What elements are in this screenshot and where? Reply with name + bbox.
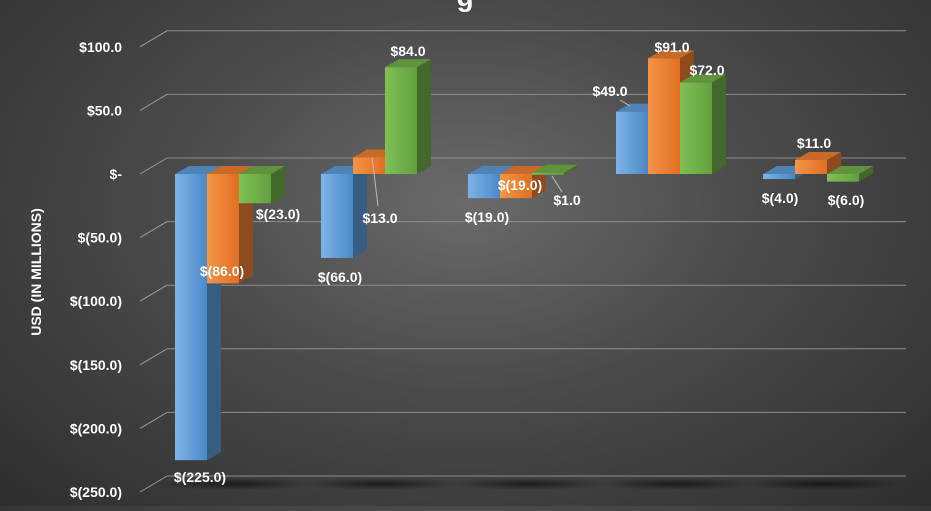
bar-side — [564, 164, 578, 175]
floor-shadow — [155, 478, 315, 490]
bar-side — [417, 59, 431, 174]
floor-shadow — [301, 478, 461, 490]
data-label: $13.0 — [362, 210, 397, 226]
gridline-depth — [139, 30, 168, 48]
y-tick-label: $(50.0) — [78, 230, 122, 246]
bar — [468, 174, 500, 199]
bar — [532, 172, 564, 175]
data-label: $(6.0) — [828, 192, 865, 208]
bar — [827, 174, 859, 182]
bar-top — [468, 166, 514, 174]
bar-series-2 — [827, 166, 873, 182]
bar — [385, 67, 417, 174]
bar-top — [648, 50, 694, 59]
bar-side — [353, 166, 367, 258]
bar-top — [680, 74, 726, 83]
bar-top — [175, 166, 221, 174]
bar — [321, 174, 353, 258]
bar-series-0 — [321, 166, 367, 258]
bar-top — [239, 166, 285, 174]
bar — [500, 174, 532, 199]
bar-top — [532, 164, 578, 173]
bar-side — [827, 152, 841, 174]
data-label: $(4.0) — [762, 190, 799, 206]
bar — [616, 111, 648, 174]
y-tick-label: $100.0 — [79, 39, 122, 55]
bar — [175, 174, 207, 461]
bar-series-2 — [385, 59, 431, 174]
floor-shadow — [448, 478, 608, 490]
bar-series-2 — [532, 164, 578, 175]
bar-top — [385, 59, 431, 68]
bar-series-1 — [795, 152, 841, 174]
bar-series-2 — [680, 74, 726, 174]
bar-side — [859, 166, 873, 182]
bar — [207, 174, 239, 284]
gridline-depth — [139, 221, 168, 239]
bar-side — [271, 166, 285, 204]
bar — [239, 174, 271, 204]
bar-series-2 — [239, 166, 285, 204]
data-label: $(23.0) — [256, 206, 300, 222]
gridline-depth — [139, 93, 168, 111]
gridline-depth — [139, 411, 168, 429]
leader-line — [551, 175, 563, 193]
y-tick-label: $(100.0) — [70, 293, 122, 309]
data-label: $49.0 — [592, 83, 627, 99]
y-tick-label: $(250.0) — [70, 484, 122, 500]
data-label: $72.0 — [689, 62, 724, 78]
data-label: $(86.0) — [200, 263, 244, 279]
y-tick-label: $(150.0) — [70, 357, 122, 373]
bar-top — [827, 166, 873, 174]
leader-line — [619, 99, 631, 107]
y-tick-label: $50.0 — [87, 102, 122, 118]
leader-line — [371, 156, 379, 207]
floor-shadow — [743, 478, 903, 490]
y-axis-title: USD (IN MILLIONS) — [28, 208, 44, 336]
bar — [353, 157, 385, 174]
y-tick-label: $(200.0) — [70, 420, 122, 436]
data-label: $91.0 — [654, 39, 689, 55]
gridline-depth — [139, 157, 168, 175]
gridline-depth — [139, 284, 168, 302]
svg-text:g: g — [456, 0, 473, 12]
floor-shadow — [596, 478, 756, 490]
data-label: $(66.0) — [318, 269, 362, 285]
bar — [795, 160, 827, 174]
bar — [763, 174, 795, 180]
data-label: $(19.0) — [465, 209, 509, 225]
data-label: $84.0 — [390, 43, 425, 59]
gridline-depth — [139, 475, 168, 493]
data-label: $(19.0) — [498, 177, 542, 193]
bar-side — [712, 74, 726, 174]
bar-top — [207, 166, 253, 174]
data-label: $11.0 — [797, 135, 831, 151]
bar — [648, 58, 680, 174]
gridline-depth — [139, 348, 168, 366]
bar — [680, 82, 712, 174]
bar-top — [795, 152, 841, 161]
y-tick-label: $- — [110, 166, 123, 182]
data-label: $1.0 — [553, 192, 580, 208]
data-label: $(225.0) — [174, 469, 226, 485]
